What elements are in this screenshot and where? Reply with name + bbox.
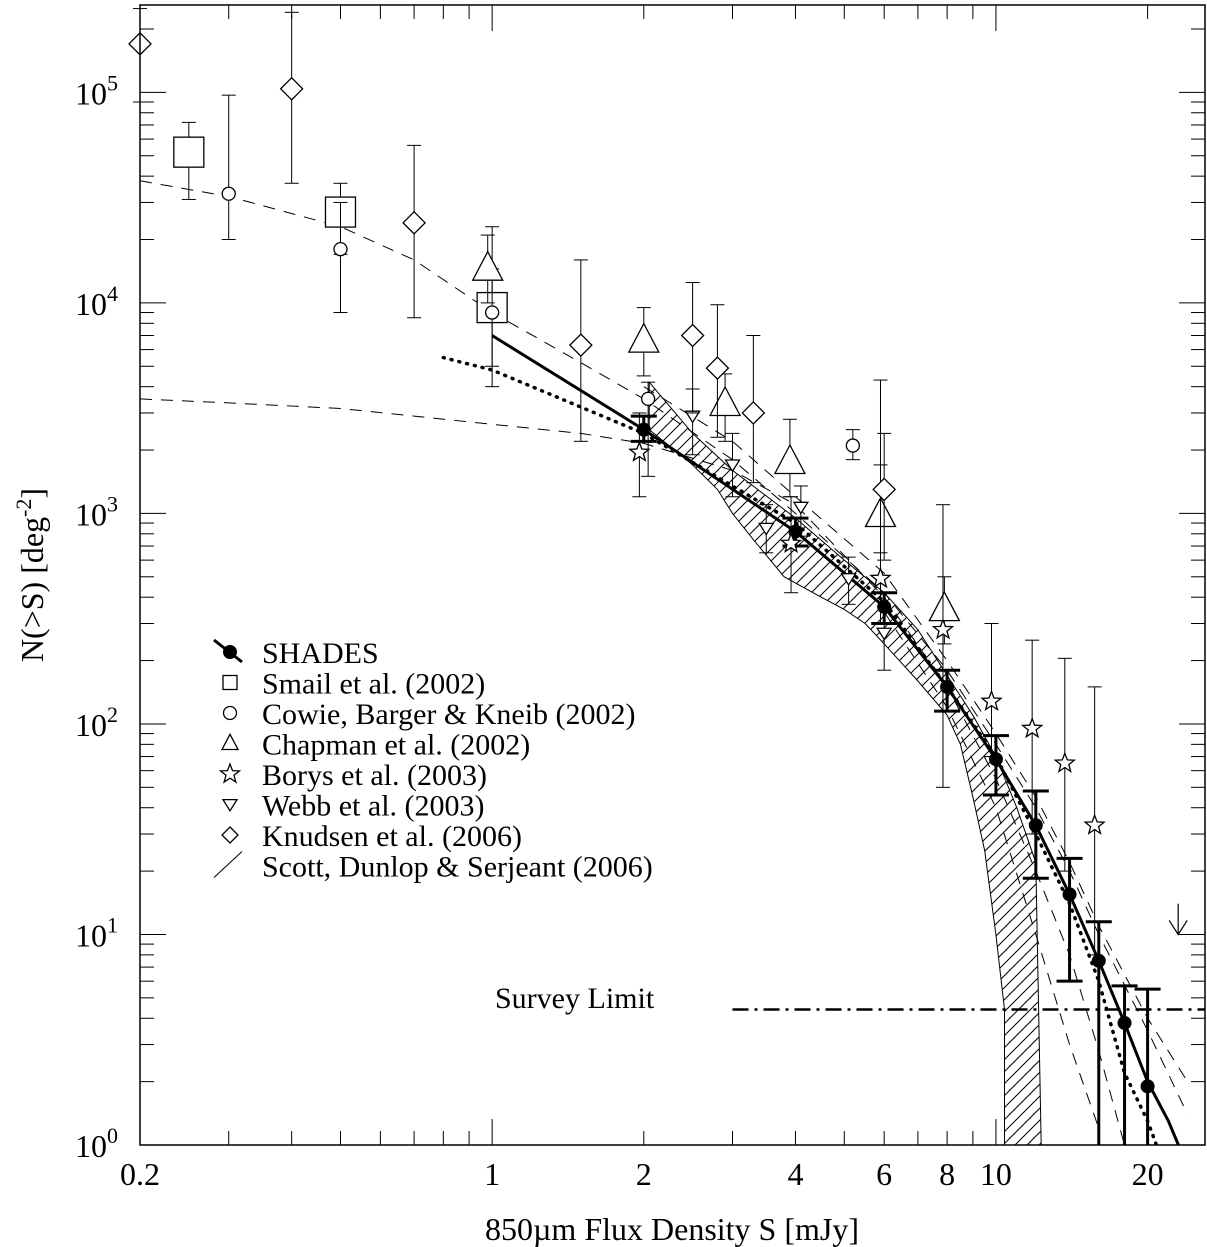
legend-marker	[221, 798, 239, 813]
data-point	[221, 186, 236, 201]
legend-label: Cowie, Barger & Kneib (2002)	[262, 698, 636, 731]
x-tick-label: 0.2	[120, 1156, 160, 1192]
axes-layer: 0.2 1 2 4 6 8 10 20 100 101 102 103 104 105	[75, 4, 1206, 1192]
series-shades	[630, 414, 1161, 1145]
y-axis-label: N(>S) [deg-2]	[11, 488, 50, 662]
x-tick-label: 10	[980, 1156, 1012, 1192]
legend-marker	[218, 762, 242, 784]
plot-frame	[139, 4, 1206, 1146]
legend-line-swatch	[213, 851, 243, 878]
legend-label: Chapman et al. (2002)	[262, 729, 530, 762]
data-point	[931, 617, 955, 640]
data-point	[779, 531, 803, 553]
data-point	[705, 356, 730, 381]
legend-item: SHADES	[213, 637, 379, 670]
data-point	[980, 689, 1003, 712]
data-point	[709, 385, 742, 417]
data-point	[872, 477, 897, 502]
data-point	[484, 305, 500, 320]
data-point	[680, 323, 705, 348]
legend-item: Scott, Dunlop & Serjeant (2006)	[213, 851, 653, 884]
x-axis-label: 850µm Flux Density S [mJy]	[485, 1211, 859, 1247]
data-point	[627, 322, 660, 353]
data-point	[640, 391, 656, 407]
x-tick-label: 20	[1132, 1156, 1164, 1192]
legend-item: Borys et al. (2003)	[218, 759, 487, 792]
legend-marker	[221, 826, 239, 844]
x-tick-label: 8	[939, 1156, 955, 1192]
x-tick-label: 6	[876, 1156, 892, 1192]
data-point	[1028, 818, 1043, 833]
x-tick-label: 4	[787, 1156, 803, 1192]
data-point	[773, 443, 806, 475]
legend-item: Smail et al. (2002)	[222, 668, 485, 701]
upper-limit-arrow-head	[1168, 920, 1188, 936]
data-point	[869, 566, 892, 589]
legend-marker	[220, 732, 240, 751]
data-point	[928, 590, 961, 622]
legend-item: Cowie, Barger & Kneib (2002)	[222, 698, 636, 731]
series-cowie-barger-kneib-2002	[221, 94, 861, 477]
data-point	[845, 438, 861, 453]
legend-label: SHADES	[262, 637, 379, 670]
scott-band-layer	[648, 380, 1042, 1145]
data-point	[636, 422, 651, 437]
y-tick-label: 104	[75, 281, 118, 322]
data-point	[1083, 813, 1106, 835]
y-tick-label: 105	[75, 70, 118, 111]
legend-label: Borys et al. (2003)	[262, 759, 487, 792]
legend-item: Webb et al. (2003)	[221, 790, 485, 823]
data-point	[568, 333, 593, 358]
model-line-3	[140, 398, 1125, 1145]
series-knudsen-et-al-2006	[128, 8, 897, 561]
data-point	[1117, 1015, 1132, 1030]
survey-limit-label: Survey Limit	[495, 982, 655, 1015]
data-point	[1062, 887, 1077, 902]
legend-label: Webb et al. (2003)	[262, 790, 485, 823]
model-line-5	[883, 611, 1100, 1129]
x-tick-label: 1	[484, 1156, 500, 1192]
data-point	[1020, 716, 1044, 739]
data-point	[758, 522, 775, 536]
data-point	[724, 459, 741, 473]
scott-band	[648, 380, 1042, 1145]
data-point	[741, 401, 766, 425]
data-point	[1053, 751, 1077, 773]
legend-marker	[223, 645, 237, 659]
y-tick-label: 100	[75, 1123, 118, 1164]
legend-item: Knudsen et al. (2006)	[221, 820, 522, 853]
data-point	[402, 210, 427, 235]
legend-label: Knudsen et al. (2006)	[262, 820, 522, 853]
model-line-2	[140, 180, 1188, 1115]
data-point	[875, 627, 893, 641]
series-borys-et-al-2003	[628, 379, 1106, 956]
y-tick-label: 102	[75, 702, 118, 743]
data-point	[940, 679, 955, 694]
x-tick-label: 2	[636, 1156, 652, 1192]
legend-marker	[222, 674, 238, 691]
data-point	[792, 501, 810, 515]
data-point	[333, 241, 348, 257]
legend-marker	[222, 705, 238, 721]
legend-label: Scott, Dunlop & Serjeant (2006)	[262, 851, 653, 884]
data-point	[1140, 1079, 1155, 1094]
data-point	[279, 76, 304, 101]
data-point	[988, 752, 1003, 767]
legend-label: Smail et al. (2002)	[262, 668, 485, 701]
series-chapman-et-al-2002	[471, 234, 961, 645]
legend-item: Chapman et al. (2002)	[220, 729, 530, 762]
data-point	[840, 573, 857, 587]
data-point	[1091, 953, 1106, 968]
data-point	[628, 440, 651, 462]
data-point	[173, 136, 205, 168]
data-point	[471, 250, 504, 281]
y-tick-label: 103	[75, 491, 118, 532]
y-tick-label: 101	[75, 912, 118, 953]
